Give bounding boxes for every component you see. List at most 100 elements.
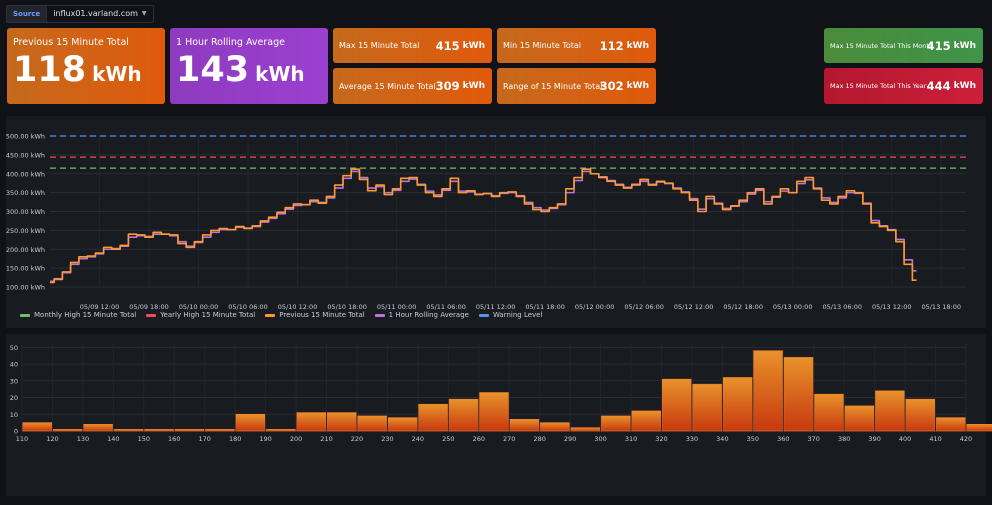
legend-item[interactable]: Previous 15 Minute Total xyxy=(265,311,365,319)
y-tick-label: 300.00 kWh xyxy=(6,208,45,216)
stat-unit: kWh xyxy=(255,62,305,86)
y-tick-label: 40 xyxy=(10,361,18,369)
y-tick-label: 450.00 kWh xyxy=(6,151,45,159)
stat-value: 302 kWh xyxy=(600,68,649,104)
histogram-bar xyxy=(235,413,266,432)
series-line xyxy=(50,168,917,284)
stat-year-max: Max 15 Minute Total This Year 444 kWh xyxy=(824,68,983,104)
histogram-bar xyxy=(83,424,114,432)
x-tick-label: 310 xyxy=(625,435,637,443)
histogram-bar xyxy=(418,403,449,432)
stat-number: 415 xyxy=(435,38,460,53)
histogram-chart[interactable]: 0 10 20 30 40 50 110 120 130 140 150 160 170 180 190 20… xyxy=(0,334,992,454)
x-tick-label: 340 xyxy=(716,435,728,443)
histogram-bar xyxy=(753,350,784,432)
y-tick-label: 30 xyxy=(10,377,18,385)
x-tick-label: 360 xyxy=(777,435,789,443)
x-tick-label: 05/10 00:00 xyxy=(179,303,219,311)
histogram-bar xyxy=(692,383,723,432)
stat-title: Min 15 Minute Total xyxy=(503,41,582,50)
stat-title: Max 15 Minute Total This Year xyxy=(830,82,927,90)
legend-swatch xyxy=(146,313,157,317)
x-tick-label: 420 xyxy=(960,435,972,443)
stat-title: Max 15 Minute Total This Month xyxy=(830,41,934,50)
stat-number: 444 xyxy=(926,79,951,93)
y-tick-label: 250.00 kWh xyxy=(6,227,45,235)
stat-unit: kWh xyxy=(626,40,649,51)
stat-unit: kWh xyxy=(953,40,976,51)
x-tick-label: 120 xyxy=(46,435,58,443)
stat-value: 112 kWh xyxy=(600,28,649,63)
histogram-bar xyxy=(661,378,692,432)
x-tick-label: 300 xyxy=(594,435,606,443)
stat-average-15-minute-total: Average 15 Minute Total 309 kWh xyxy=(333,68,492,104)
legend-label: Monthly High 15 Minute Total xyxy=(34,311,137,319)
histogram-bar xyxy=(539,422,570,432)
histogram-bar xyxy=(144,429,175,432)
histogram-bar xyxy=(52,429,83,432)
x-tick-label: 05/09 12:00 xyxy=(80,303,120,311)
legend-swatch xyxy=(374,313,385,317)
x-tick-label: 170 xyxy=(198,435,210,443)
x-tick-label: 05/12 06:00 xyxy=(624,303,664,311)
x-tick-label: 05/11 18:00 xyxy=(525,303,565,311)
x-tick-label: 05/11 12:00 xyxy=(476,303,516,311)
histogram-bar xyxy=(874,390,905,432)
stat-number: 415 xyxy=(926,38,951,53)
source-variable: Source influx01.varland.com ▼ xyxy=(6,5,154,23)
stat-value: 309 kWh xyxy=(436,68,485,104)
x-tick-label: 410 xyxy=(929,435,941,443)
stat-title: Max 15 Minute Total xyxy=(339,41,420,50)
histogram-bar xyxy=(326,412,357,432)
y-tick-label: 10 xyxy=(10,411,18,419)
stat-title: 1 Hour Rolling Average xyxy=(176,37,285,48)
stat-title: Range of 15 Minute Totals xyxy=(503,81,607,91)
x-tick-label: 330 xyxy=(686,435,698,443)
histogram-bar xyxy=(265,429,296,432)
histogram-bar xyxy=(844,405,875,432)
legend-item[interactable]: Yearly High 15 Minute Total xyxy=(146,311,255,319)
legend-item[interactable]: Warning Level xyxy=(478,311,542,319)
y-tick-label: 150.00 kWh xyxy=(6,265,45,273)
legend-item[interactable]: 1 Hour Rolling Average xyxy=(374,311,469,319)
stat-unit: kWh xyxy=(462,40,485,51)
x-tick-label: 05/13 00:00 xyxy=(773,303,813,311)
x-tick-label: 110 xyxy=(16,435,28,443)
y-tick-label: 400.00 kWh xyxy=(6,170,45,178)
source-select[interactable]: influx01.varland.com ▼ xyxy=(46,5,154,23)
x-tick-label: 05/12 12:00 xyxy=(674,303,714,311)
histogram-bar xyxy=(631,410,662,432)
y-tick-label: 200.00 kWh xyxy=(6,246,45,254)
legend-label: Yearly High 15 Minute Total xyxy=(160,311,256,319)
stat-number: 112 xyxy=(599,38,624,53)
x-tick-label: 190 xyxy=(259,435,271,443)
histogram-bar xyxy=(600,415,631,432)
y-tick-label: 20 xyxy=(10,394,18,402)
histogram-bar xyxy=(478,392,510,432)
x-tick-label: 370 xyxy=(808,435,820,443)
x-tick-label: 05/13 06:00 xyxy=(822,303,862,311)
chart-legend: Monthly High 15 Minute Total Yearly High … xyxy=(20,311,542,319)
stat-number: 309 xyxy=(435,79,460,93)
x-tick-label: 05/11 00:00 xyxy=(377,303,417,311)
x-tick-label: 05/09 18:00 xyxy=(129,303,169,311)
x-tick-label: 280 xyxy=(533,435,545,443)
stat-max-15-minute-total: Max 15 Minute Total 415 kWh xyxy=(333,28,492,63)
x-tick-label: 320 xyxy=(655,435,667,443)
stat-value: 415 kWh xyxy=(927,28,976,63)
x-tick-label: 180 xyxy=(229,435,241,443)
chevron-down-icon: ▼ xyxy=(141,10,147,17)
histogram-bar xyxy=(357,415,388,432)
x-tick-label: 05/10 12:00 xyxy=(278,303,318,311)
legend-item[interactable]: Monthly High 15 Minute Total xyxy=(20,311,136,319)
histogram-bar xyxy=(296,412,327,432)
timeseries-chart[interactable]: 100.00 kWh 150.00 kWh 200.00 kWh 250.00 kWh… xyxy=(0,116,992,314)
stat-number: 143 xyxy=(176,50,250,90)
x-tick-label: 350 xyxy=(747,435,759,443)
histogram-bar xyxy=(387,417,418,432)
x-tick-label: 400 xyxy=(899,435,911,443)
histogram-bar xyxy=(935,417,966,432)
x-tick-label: 05/11 06:00 xyxy=(426,303,466,311)
x-tick-label: 220 xyxy=(351,435,363,443)
histogram-bar xyxy=(174,429,205,432)
